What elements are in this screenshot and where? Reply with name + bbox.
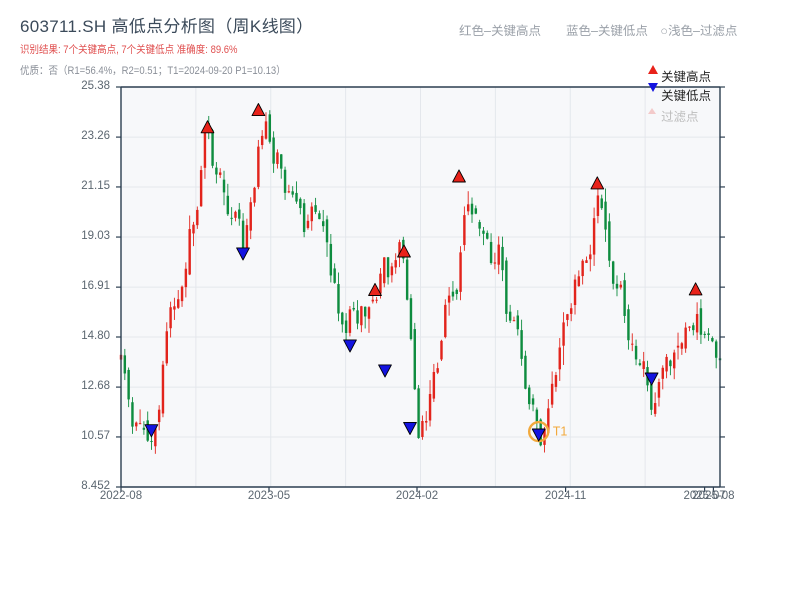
svg-text:T1: T1 [553,425,568,439]
